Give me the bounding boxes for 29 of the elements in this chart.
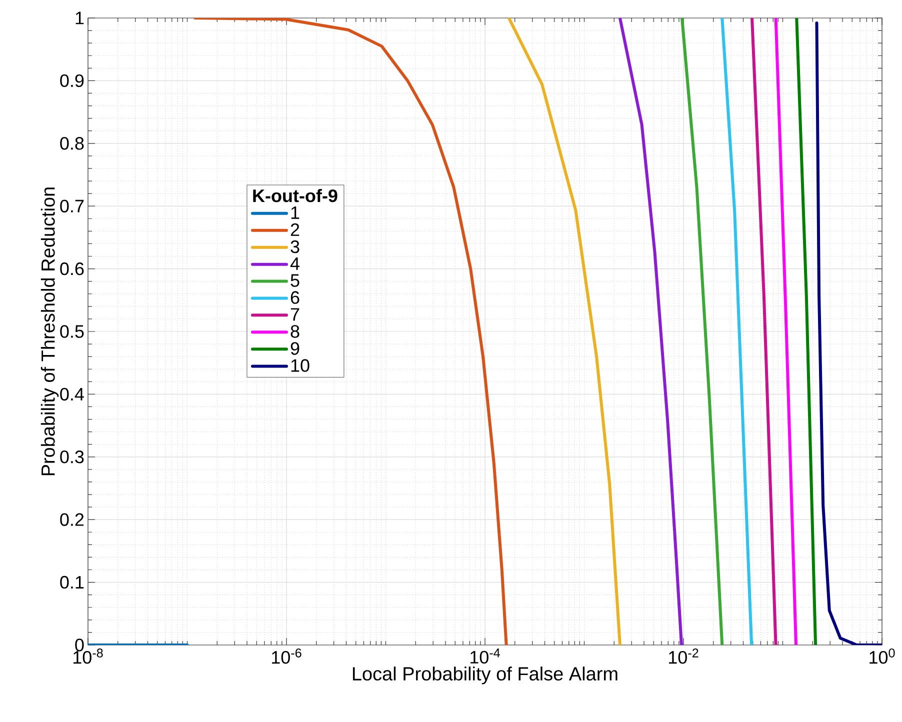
y-tick-label: 1: [76, 12, 84, 24]
x-axis-title: Local Probability of False Alarm: [352, 666, 618, 684]
legend-label: 2: [290, 223, 300, 236]
legend-label: 1: [291, 206, 300, 219]
y-tick-label: 0.8: [60, 137, 84, 150]
legend-label: 3: [290, 240, 300, 254]
x-tick-label: 10$^{0}$: [870, 648, 895, 664]
y-tick-label: 0: [75, 638, 84, 652]
y-tick-label: 0.9: [60, 74, 84, 88]
legend-label: 5: [290, 274, 300, 287]
x-tick-label: 10$^{-6}$: [272, 648, 302, 664]
y-tick-label: 0.2: [60, 513, 84, 526]
y-tick-label: 0.1: [60, 576, 84, 589]
y-tick-label: 0.5: [60, 325, 84, 338]
legend-label: 6: [290, 291, 300, 304]
legend-label: 4: [290, 257, 300, 270]
y-tick-label: 0.7: [60, 200, 84, 212]
legend-label: 10: [291, 359, 310, 372]
y-tick-label: 0.6: [60, 262, 84, 276]
y-tick-label: 0.3: [60, 450, 84, 464]
legend-label: 8: [290, 325, 300, 338]
x-tick-label: 10$^{-2}$: [669, 648, 698, 664]
legend-label: 7: [290, 308, 300, 321]
y-axis-title: Probability of Threshold Reduction: [40, 188, 59, 476]
legend-label: 9: [290, 342, 300, 355]
legend-title: K-out-of-9: [253, 188, 338, 202]
y-tick-label: 0.4: [60, 388, 84, 401]
line-series: [680, 18, 724, 645]
x-tick-label: 10$^{-4}$: [470, 648, 500, 664]
